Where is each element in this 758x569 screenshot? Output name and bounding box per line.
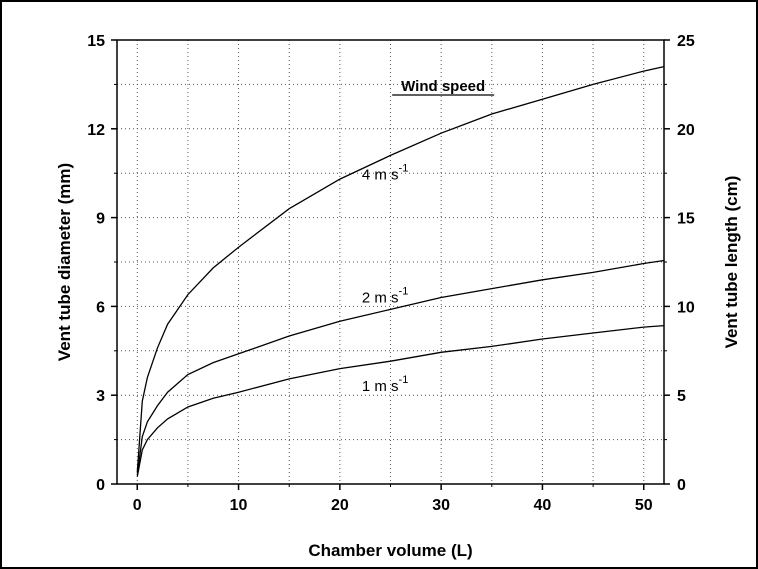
x-tick-label: 10 (230, 497, 248, 514)
series-line (136, 259, 665, 476)
x-tick-label: 0 (133, 497, 142, 514)
y-tick-label: 12 (87, 122, 105, 139)
y-tick-label: 0 (96, 477, 105, 494)
y-tick-label: 6 (96, 299, 105, 316)
y2-tick-label: 25 (677, 33, 695, 50)
y2-axis-label: Vent tube length (cm) (722, 176, 741, 349)
y2-tick-label: 20 (677, 122, 695, 139)
series-line (136, 324, 665, 477)
y2-tick-label: 15 (677, 211, 695, 228)
y2-tick-label: 5 (677, 388, 686, 405)
series-label: 4 m s-1 (362, 163, 408, 184)
x-axis-label: Chamber volume (L) (308, 541, 472, 560)
x-tick-label: 20 (331, 497, 349, 514)
y-tick-label: 15 (87, 33, 105, 50)
series-label: 2 m s-1 (362, 285, 408, 306)
series-label: 1 m s-1 (362, 374, 408, 395)
legend-title: Wind speed (401, 78, 485, 95)
x-tick-label: 30 (432, 497, 450, 514)
y2-tick-label: 10 (677, 299, 695, 316)
y-tick-label: 3 (96, 388, 105, 405)
y-tick-label: 9 (96, 211, 105, 228)
x-tick-label: 50 (635, 497, 653, 514)
x-tick-label: 40 (534, 497, 552, 514)
series-line (136, 65, 665, 473)
y-axis-label: Vent tube diameter (mm) (55, 163, 74, 361)
y2-tick-label: 0 (677, 477, 686, 494)
